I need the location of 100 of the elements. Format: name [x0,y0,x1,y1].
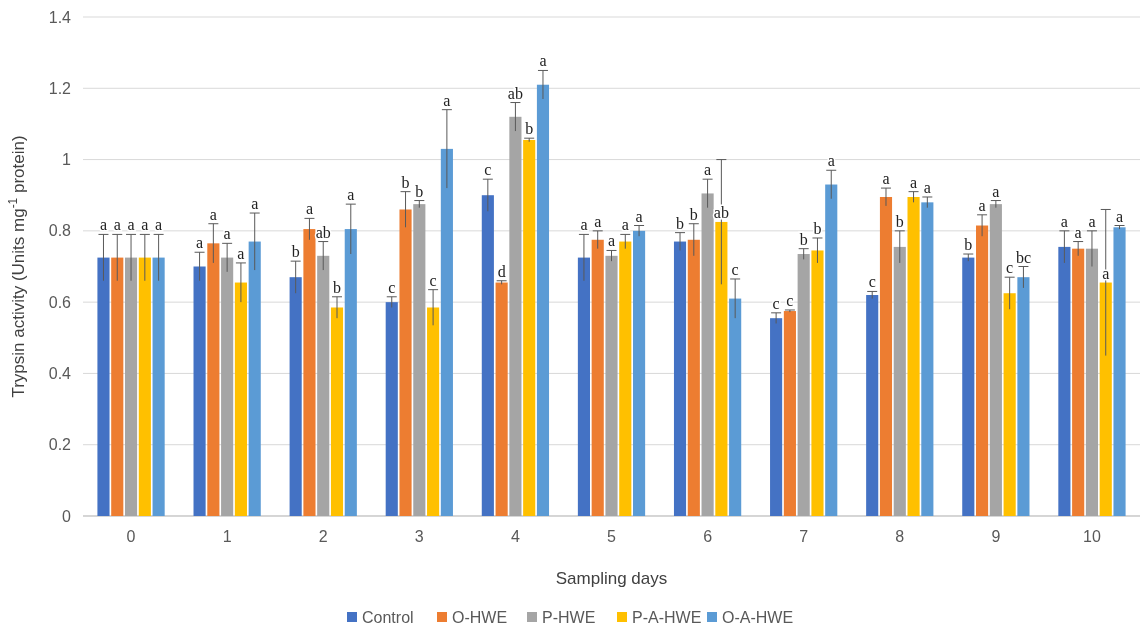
data-label: a [607,232,616,250]
legend-label: O-HWE [452,608,508,626]
bar [633,230,646,516]
data-label: b [689,205,698,223]
bar [97,257,110,516]
bar [825,184,838,516]
data-label: a [237,244,245,262]
data-label: a [978,196,986,214]
bar [221,257,234,516]
data-label: c [731,260,739,278]
x-tick-label: 8 [895,528,905,545]
bar [1113,227,1126,516]
data-label: b [964,236,973,254]
bar [344,229,357,516]
bar [687,239,700,516]
data-label: b [415,182,424,200]
bar [303,229,316,516]
bar [962,257,975,516]
data-label: b [333,278,342,296]
x-tick-label: 3 [414,528,424,545]
bar [797,254,810,516]
data-label: a [992,182,1000,200]
data-label: c [1006,259,1014,277]
data-label: a [1060,212,1068,230]
y-tick-label: 1 [62,151,72,169]
bar [1017,277,1030,516]
legend-label: O-A-HWE [722,608,794,626]
x-tick-label: 7 [799,528,809,545]
y-tick-label: 1.2 [48,79,72,97]
y-tick-label: 0.6 [48,293,72,311]
bar [1058,246,1071,516]
data-label: b [813,219,822,237]
data-label: a [1115,207,1124,225]
bar [248,241,261,516]
bar [976,225,989,516]
bar [729,298,742,516]
data-label: a [141,216,149,234]
data-label: c [786,291,794,309]
data-label: b [895,212,904,230]
bar [193,266,206,516]
data-label: a [305,200,313,218]
legend-label: Control [362,608,414,626]
bar [385,302,398,516]
bar [577,257,590,516]
data-label: bc [1015,248,1031,266]
bar [879,197,893,516]
data-label: d [497,262,506,280]
bar [481,195,494,516]
data-label: a [99,216,108,234]
data-label: a [1088,212,1096,230]
data-label: a [882,170,890,188]
bar [1003,293,1016,516]
bar [619,241,632,516]
x-tick-label: 1 [222,528,232,545]
bar [866,295,879,516]
data-label: a [635,207,643,225]
x-tick-label: 4 [510,528,520,545]
bar [152,257,165,516]
data-label: b [799,230,808,248]
data-label: a [827,152,835,170]
legend-label: P-HWE [542,608,596,626]
bar [234,282,247,516]
data-label: a [196,234,204,252]
bar [783,311,796,516]
data-label: a [113,216,121,234]
bar [138,257,151,516]
data-label: a [347,186,355,204]
x-tick-label: 6 [703,528,713,545]
bar [330,307,344,516]
data-label: a [251,195,259,213]
bar [111,257,124,516]
data-label: a [923,179,931,196]
data-label: b [525,120,534,138]
y-tick-label: 0 [62,507,72,525]
bar [673,241,687,516]
x-tick-label: 9 [991,528,1001,545]
data-label: a [155,216,163,234]
bar [591,239,604,516]
data-label: ab [315,223,331,241]
data-label: b [291,243,300,261]
data-label: a [704,161,712,179]
x-tick-label: 0 [126,528,136,545]
bar [440,148,453,516]
data-label: a [1074,223,1082,241]
data-label: a [621,216,629,234]
bar [523,139,536,516]
bar [605,255,618,516]
data-label: c [484,161,492,179]
legend-label: P-A-HWE [632,608,702,626]
bar [413,204,426,516]
bar [921,202,934,516]
data-label: a [539,52,547,70]
bar [427,307,440,516]
data-label: c [388,278,396,296]
y-tick-label: 0.2 [48,436,72,454]
bar [1085,248,1099,516]
bar [317,255,330,516]
data-label: a [580,216,588,234]
bar [536,84,550,516]
data-label: ab [507,84,523,102]
